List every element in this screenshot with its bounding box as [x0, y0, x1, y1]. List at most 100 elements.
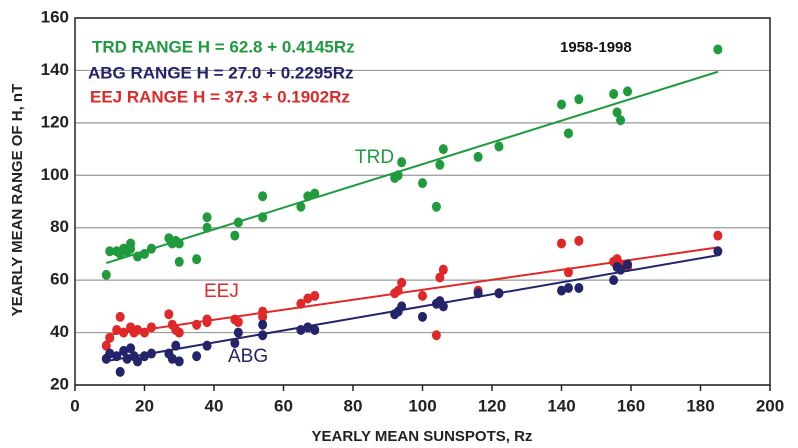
data-point	[258, 191, 268, 202]
data-point	[612, 107, 622, 118]
data-point	[146, 322, 156, 333]
y-tick-label: 120	[41, 112, 69, 131]
data-point	[202, 212, 212, 223]
data-point	[418, 311, 427, 322]
data-point	[713, 230, 723, 241]
data-point	[557, 238, 566, 249]
data-point	[438, 301, 448, 312]
data-point	[174, 327, 184, 338]
data-point	[609, 89, 619, 100]
data-point	[616, 264, 626, 275]
data-point	[112, 351, 122, 362]
y-tick-label: 20	[50, 374, 69, 393]
data-point	[164, 309, 174, 320]
data-point	[101, 340, 111, 351]
data-point	[105, 246, 115, 257]
data-point	[296, 324, 306, 335]
data-point	[230, 338, 240, 349]
x-tick-label: 140	[547, 396, 575, 415]
data-point	[397, 301, 407, 312]
data-point	[418, 178, 427, 189]
y-tick-label: 80	[50, 217, 69, 236]
y-tick-label: 140	[41, 60, 69, 79]
data-point	[258, 319, 268, 330]
data-point	[230, 230, 240, 241]
data-point	[563, 128, 573, 139]
data-point	[174, 256, 184, 267]
data-point	[115, 311, 125, 322]
data-point	[119, 345, 129, 356]
x-tick-label: 60	[274, 396, 293, 415]
data-point	[310, 324, 320, 335]
x-tick-label: 160	[617, 396, 645, 415]
data-point	[623, 259, 633, 270]
data-point	[303, 293, 313, 304]
data-point	[146, 243, 156, 254]
x-axis-title: YEARLY MEAN SUNSPOTS, Rz	[312, 428, 533, 445]
fit-line	[106, 254, 719, 363]
data-point	[557, 99, 566, 110]
data-point	[146, 348, 156, 359]
data-point	[233, 317, 243, 328]
data-point	[167, 353, 177, 364]
x-tick-label: 40	[205, 396, 224, 415]
data-point	[435, 272, 445, 283]
x-tick-label: 0	[70, 396, 79, 415]
y-axis-title: YEARLY MEAN RANGE OF H, nT	[9, 84, 26, 317]
series-label: EEJ	[204, 281, 239, 302]
data-point	[397, 277, 407, 288]
data-point	[438, 144, 448, 155]
data-point	[174, 238, 184, 249]
data-point	[192, 254, 202, 265]
data-point	[233, 217, 243, 228]
data-point	[623, 86, 633, 97]
data-point	[202, 222, 212, 233]
y-tick-label: 40	[50, 322, 69, 341]
data-point	[171, 340, 181, 351]
data-point	[435, 159, 445, 170]
series-label: ABG	[228, 346, 268, 367]
data-point	[296, 298, 306, 309]
data-point	[310, 188, 320, 199]
data-point	[563, 283, 573, 294]
data-point	[258, 311, 268, 322]
y-tick-label: 60	[50, 270, 69, 289]
data-point	[393, 170, 403, 181]
annotation: ABG RANGE H = 27.0 + 0.2295Rz	[88, 63, 354, 82]
data-point	[101, 269, 111, 280]
data-point	[112, 324, 122, 335]
data-point	[133, 324, 143, 335]
data-point	[713, 44, 723, 55]
data-point	[115, 366, 125, 377]
series-label: TRD	[355, 147, 394, 168]
data-point	[574, 283, 584, 294]
annotation: EEJ RANGE H = 37.3 + 0.1902Rz	[90, 87, 350, 106]
data-point	[609, 275, 619, 286]
data-point	[494, 141, 504, 152]
data-point	[133, 251, 143, 262]
data-point	[202, 317, 212, 328]
data-point	[258, 212, 268, 223]
x-tick-label: 180	[686, 396, 714, 415]
data-point	[140, 248, 149, 259]
y-tick-label: 160	[41, 7, 69, 26]
data-point	[418, 290, 427, 301]
data-point	[140, 351, 149, 362]
data-point	[438, 264, 448, 275]
data-point	[473, 288, 483, 299]
x-tick-label: 80	[344, 396, 363, 415]
data-point	[713, 246, 723, 257]
data-point	[105, 332, 115, 343]
data-point	[473, 151, 483, 162]
data-point	[296, 201, 306, 212]
data-point	[202, 340, 212, 351]
data-point	[310, 290, 320, 301]
data-point	[431, 330, 441, 341]
data-point	[494, 288, 504, 299]
data-point	[574, 235, 584, 246]
annotation: TRD RANGE H = 62.8 + 0.4145Rz	[92, 37, 355, 56]
data-point	[397, 157, 407, 168]
data-point	[557, 285, 566, 296]
